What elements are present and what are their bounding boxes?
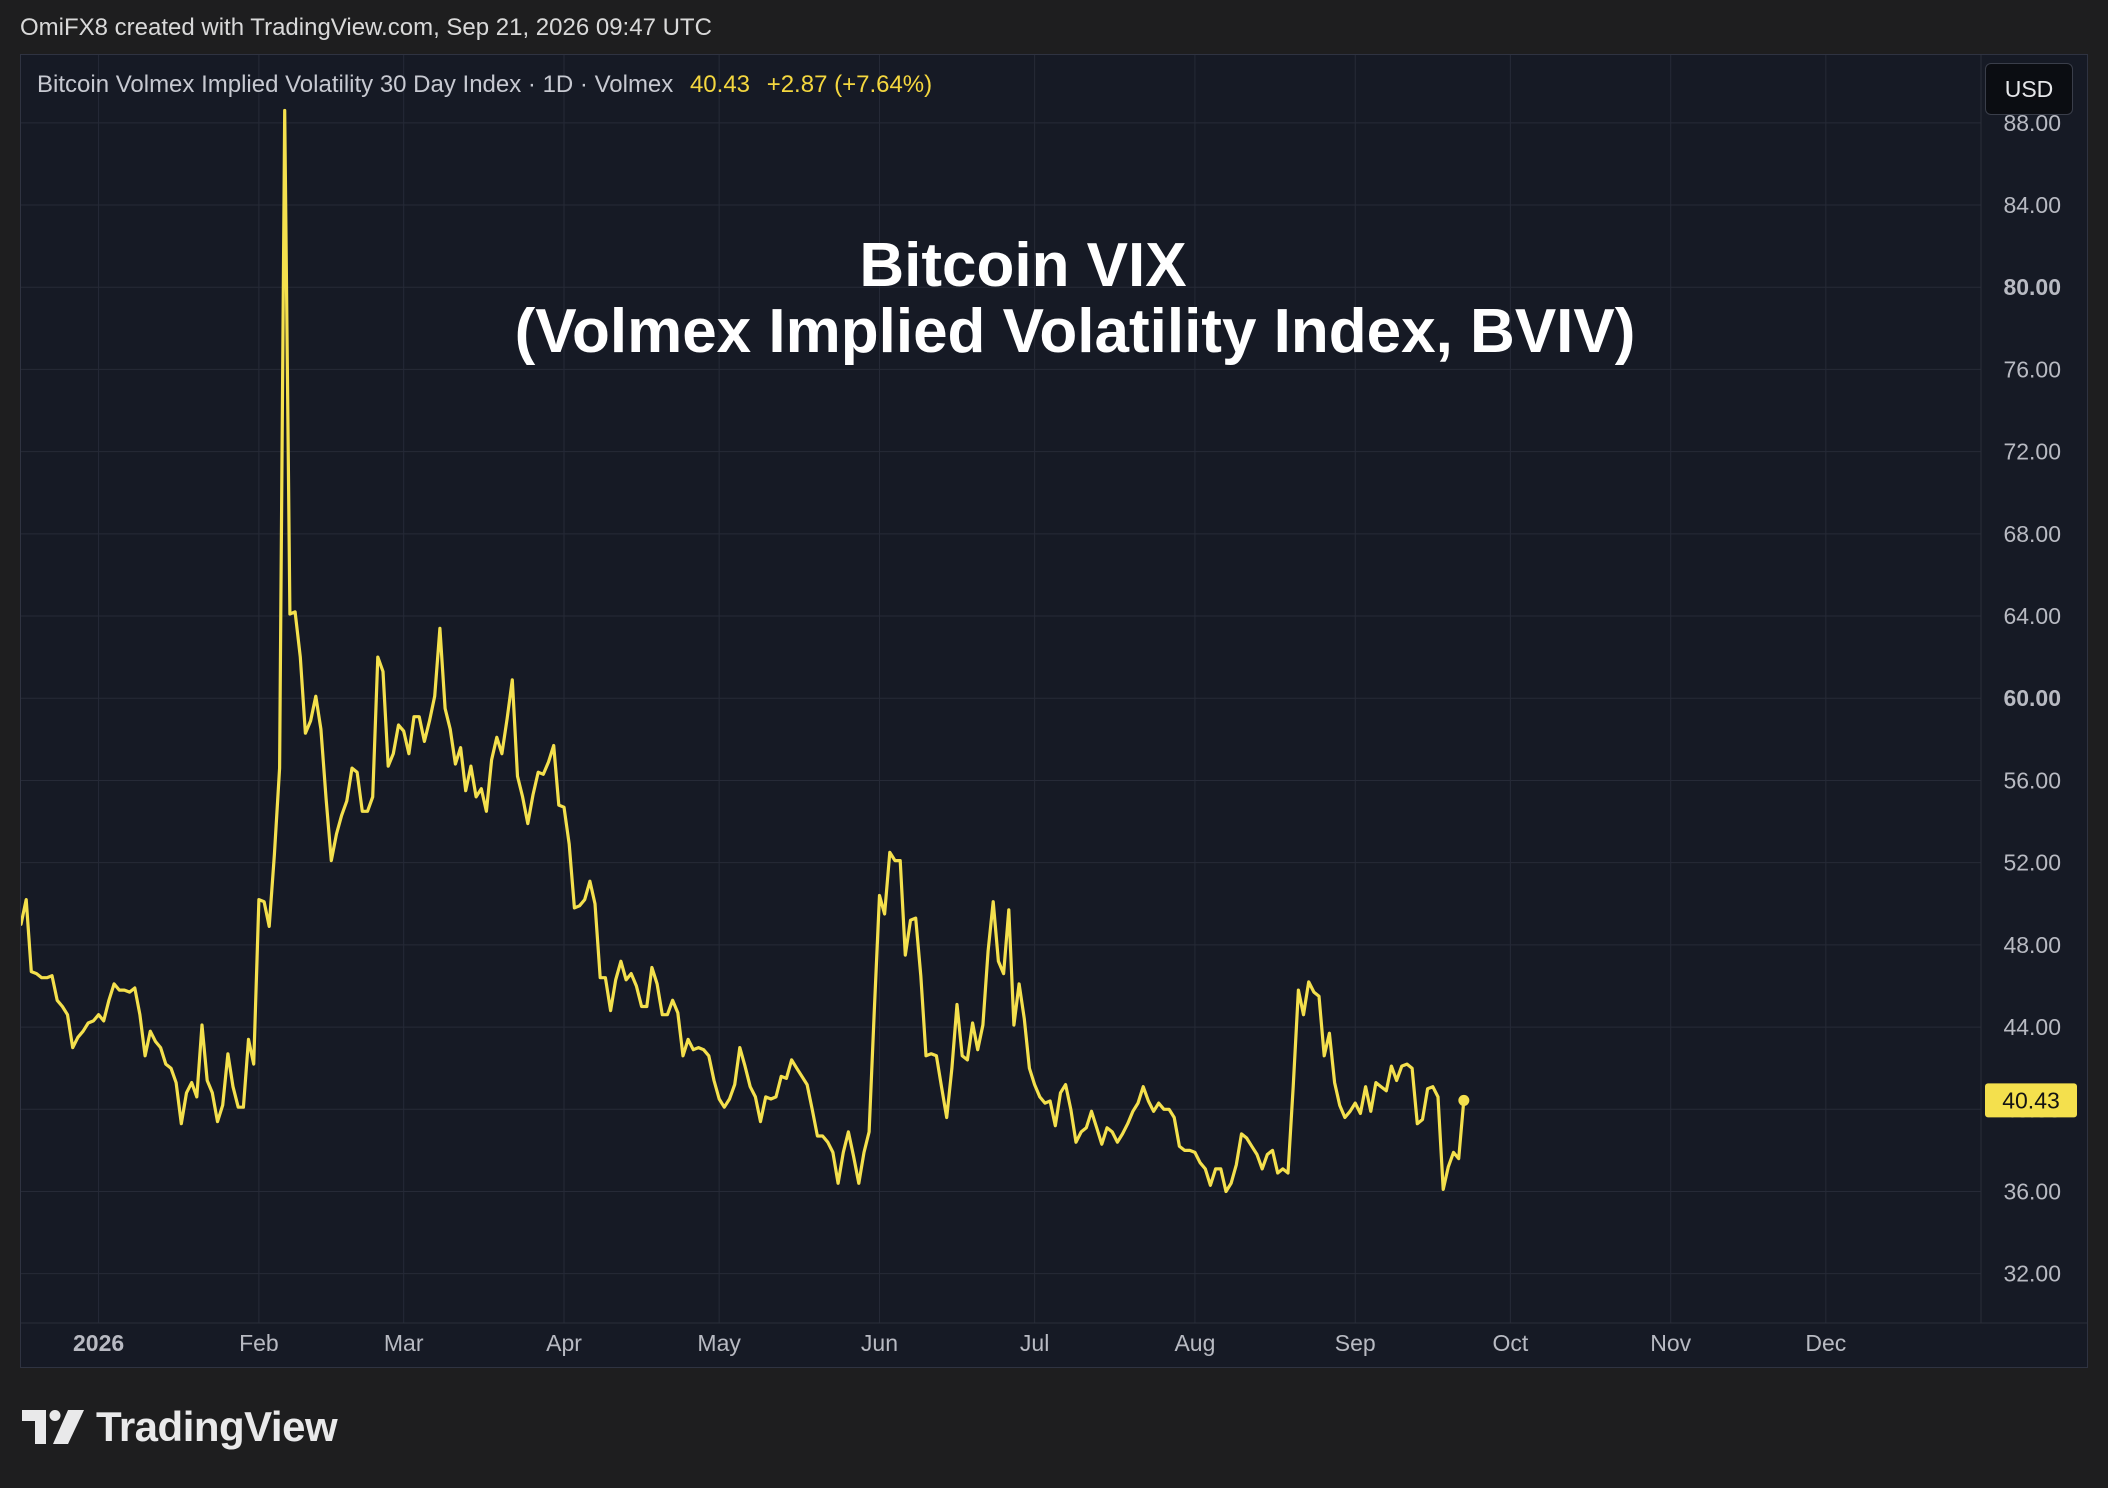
y-axis-tick-label: 68.00 — [2003, 521, 2061, 547]
y-axis-tick-label: 76.00 — [2003, 356, 2061, 382]
symbol-description: Bitcoin Volmex Implied Volatility 30 Day… — [37, 71, 674, 98]
tradingview-logo[interactable]: TradingView — [22, 1403, 338, 1450]
tradingview-logo-icon — [22, 1410, 84, 1444]
last-value-dot — [1458, 1094, 1470, 1106]
bviv-series-line — [21, 108, 1466, 1194]
y-axis-tick-label: 48.00 — [2003, 932, 2061, 958]
line-chart[interactable]: 88.0084.0080.0076.0072.0068.0064.0060.00… — [21, 55, 2088, 1368]
x-axis-tick-label: 2026 — [73, 1330, 124, 1356]
chart-panel[interactable]: 88.00 84.00 80.00 76.00 72.00 68.00 64.00 60.00… — [20, 54, 2088, 1368]
x-axis-tick-label: Dec — [1805, 1330, 1846, 1356]
y-axis-tick-label: 72.00 — [2003, 439, 2061, 465]
x-axis-tick-label: May — [697, 1330, 741, 1356]
x-axis-tick-label: Aug — [1174, 1330, 1215, 1356]
x-axis-tick-label: Sep — [1335, 1330, 1376, 1356]
x-axis-tick-label: Nov — [1650, 1330, 1691, 1356]
price-change: +2.87 (+7.64%) — [766, 71, 933, 98]
chart-title-line-2: (Volmex Implied Volatility Index, BVIV) — [514, 297, 1636, 366]
brand-name: TradingView — [96, 1403, 338, 1450]
x-axis-tick-label: Mar — [384, 1330, 424, 1356]
chart-title-line-1: Bitcoin VIX — [859, 231, 1187, 300]
attribution-text: OmiFX8 created with TradingView.com, Sep… — [20, 14, 712, 41]
y-axis-tick-label: 56.00 — [2003, 767, 2061, 793]
y-axis-tick-label: 80.00 — [2003, 274, 2061, 300]
currency-button[interactable]: USD — [1985, 63, 2073, 115]
x-axis-tick-label: Oct — [1493, 1330, 1529, 1356]
x-axis-tick-label: Jul — [1020, 1330, 1049, 1356]
last-value-label: 40.43 — [2002, 1087, 2060, 1113]
last-price: 40.43 — [689, 71, 751, 98]
y-axis-tick-label: 60.00 — [2003, 685, 2061, 711]
y-axis-tick-label: 52.00 — [2003, 850, 2061, 876]
last-value-label-bg — [1985, 1083, 2077, 1118]
chart-title: Bitcoin VIX (Volmex Implied Volatility I… — [21, 231, 2087, 366]
x-axis-tick-label: Apr — [546, 1330, 582, 1356]
y-axis-tick-label: 44.00 — [2003, 1014, 2061, 1040]
y-axis-tick-label: 36.00 — [2003, 1178, 2061, 1204]
x-axis-tick-label: Feb — [239, 1330, 279, 1356]
symbol-legend[interactable]: Bitcoin Volmex Implied Volatility 30 Day… — [37, 71, 932, 99]
x-axis-tick-label: Jun — [861, 1330, 898, 1356]
y-axis-tick-label: 84.00 — [2003, 192, 2061, 218]
y-axis-tick-label: 64.00 — [2003, 603, 2061, 629]
y-axis-tick-label: 32.00 — [2003, 1261, 2061, 1287]
